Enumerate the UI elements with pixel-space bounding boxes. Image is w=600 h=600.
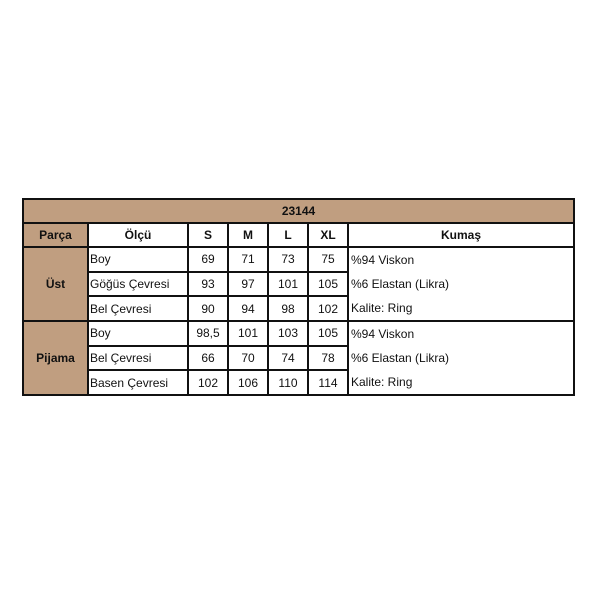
value-cell: 102 [187,369,229,396]
value-cell: 78 [307,344,349,372]
fabric-line: %94 Viskon [351,253,415,267]
value-cell: 94 [227,295,269,322]
value-cell: 106 [227,369,269,396]
value-cell: 75 [307,246,349,273]
value-cell: 110 [267,369,309,396]
measure-cell: Boy [87,320,189,347]
table-row: Üst Boy 69 71 73 75 %94 Viskon %6 Elastan (Likr… [22,246,575,322]
header-parca: Parça [22,222,89,248]
header-olcu: Ölçü [87,222,189,248]
value-cell: 98,5 [187,320,229,347]
table-row: Göğüs Çevresi 93 97 101 105 [23,270,574,298]
header-xl: XL [307,222,349,248]
value-cell: 114 [307,369,349,396]
header-kumas: Kumaş [347,222,575,248]
measure-cell: Basen Çevresi [87,369,189,396]
header-s: S [187,222,229,248]
value-cell: 105 [307,320,349,347]
table-row: Basen Çevresi 102 106 110 114 [23,369,574,396]
value-cell: 71 [227,246,269,273]
header-row: Parça Ölçü S M L XL Kumaş [22,222,575,248]
value-cell: 97 [227,270,269,298]
part-cell: Pijama [22,320,89,396]
part-cell: Üst [22,246,89,322]
fabric-cell: %94 Viskon %6 Elastan (Likra) Kalite: Ring [347,320,575,396]
value-cell: 101 [267,270,309,298]
table-title: 23144 [22,198,575,224]
measure-cell: Göğüs Çevresi [87,270,189,298]
value-cell: 103 [267,320,309,347]
header-l: L [267,222,309,248]
value-cell: 74 [267,344,309,372]
fabric-line: %94 Viskon [351,327,415,341]
value-cell: 70 [227,344,269,372]
measure-cell: Boy [87,246,189,273]
fabric-line: %6 Elastan (Likra) [351,277,450,291]
fabric-line: Kalite: Ring [351,301,413,315]
value-cell: 66 [187,344,229,372]
value-cell: 93 [187,270,229,298]
table-row: Bel Çevresi 66 70 74 78 [23,344,574,372]
value-cell: 98 [267,295,309,322]
size-chart-table: 23144 Parça Ölçü S M L XL Kumaş Üst Boy 69… [22,198,575,396]
value-cell: 90 [187,295,229,322]
header-m: M [227,222,269,248]
value-cell: 69 [187,246,229,273]
table-row: Pijama Boy 98,5 101 103 105 %94 Viskon %6 Elast… [22,320,575,396]
fabric-cell: %94 Viskon %6 Elastan (Likra) Kalite: Ring [347,246,575,322]
measure-cell: Bel Çevresi [87,295,189,322]
fabric-line: Kalite: Ring [351,375,413,389]
value-cell: 101 [227,320,269,347]
table-row: Bel Çevresi 90 94 98 102 [23,295,574,322]
value-cell: 105 [307,270,349,298]
value-cell: 102 [307,295,349,322]
value-cell: 73 [267,246,309,273]
measure-cell: Bel Çevresi [87,344,189,372]
fabric-line: %6 Elastan (Likra) [351,351,450,365]
